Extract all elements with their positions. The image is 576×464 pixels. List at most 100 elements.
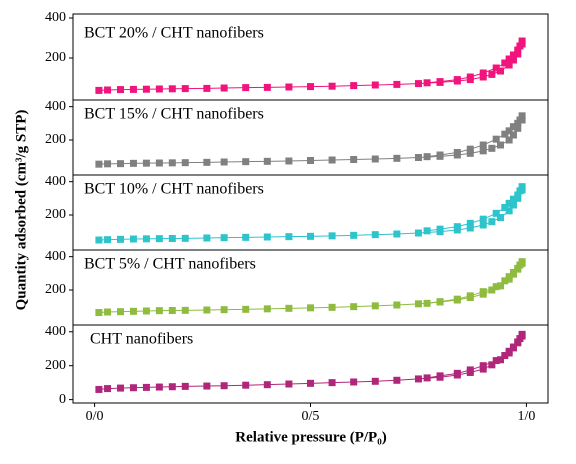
data-point [129, 85, 137, 93]
data-point [501, 277, 509, 285]
data-point [497, 282, 504, 290]
data-point [497, 67, 504, 75]
data-point [371, 302, 379, 310]
data-point [423, 299, 431, 307]
data-point [307, 232, 314, 240]
data-point [488, 144, 496, 152]
data-point [509, 51, 517, 59]
data-point [181, 159, 189, 167]
data-point [142, 159, 150, 167]
data-point [509, 195, 517, 203]
y-tick-label: 200 [45, 358, 66, 373]
data-point [393, 80, 401, 88]
data-point [129, 307, 137, 315]
data-point [350, 156, 358, 163]
data-point [466, 292, 474, 300]
y-tick-label: 0 [59, 392, 66, 407]
data-point [181, 306, 189, 314]
data-point [104, 160, 112, 168]
data-point [328, 303, 336, 311]
data-point [328, 232, 336, 240]
data-point [328, 82, 336, 90]
data-point [518, 112, 526, 120]
data-point [479, 69, 487, 77]
data-point [307, 157, 314, 164]
data-point [129, 384, 137, 392]
y-tick-label: 200 [45, 50, 66, 65]
data-point [501, 130, 509, 138]
data-point [479, 73, 487, 81]
data-point [505, 55, 513, 63]
data-point [285, 157, 293, 165]
data-point [129, 159, 137, 167]
data-point [414, 154, 422, 161]
data-point [220, 306, 228, 314]
data-point [168, 85, 176, 93]
data-point [371, 155, 379, 163]
data-point [514, 339, 522, 347]
data-point [436, 151, 444, 159]
y-tick-label: 400 [45, 174, 66, 189]
y-tick-label: 200 [45, 132, 66, 147]
data-point [518, 183, 526, 191]
data-point [514, 50, 522, 58]
data-point [203, 382, 211, 390]
panel-title: BCT 15% / CHT nanofibers [84, 106, 264, 123]
data-point [414, 375, 422, 383]
panel-title: BCT 5% / CHT nanofibers [84, 256, 256, 273]
data-point [393, 230, 401, 238]
data-point [95, 86, 103, 94]
data-point [181, 85, 189, 93]
data-point [479, 362, 487, 370]
data-point [501, 204, 509, 211]
data-point [423, 153, 431, 161]
data-point [285, 233, 293, 241]
data-point [514, 124, 522, 132]
data-point [497, 214, 504, 221]
data-point [203, 84, 211, 92]
data-point [479, 215, 487, 223]
data-point [497, 356, 504, 364]
data-point [307, 304, 314, 312]
data-point [117, 308, 124, 316]
data-point [142, 307, 150, 315]
data-point [423, 374, 431, 382]
data-point [168, 235, 176, 242]
data-point [505, 347, 513, 355]
data-point [242, 305, 250, 313]
data-point [492, 283, 500, 291]
data-point [466, 366, 474, 374]
data-point [514, 46, 522, 54]
data-point [307, 83, 314, 91]
data-point [155, 159, 163, 167]
data-point [263, 233, 271, 241]
data-point [371, 231, 379, 239]
data-point [479, 288, 487, 296]
data-point [505, 207, 513, 215]
y-tick-label: 400 [45, 249, 66, 264]
data-point [104, 385, 112, 393]
x-axis-title: Relative pressure (P/P₀) [235, 429, 386, 445]
data-point [516, 187, 524, 195]
data-point [307, 379, 314, 387]
data-point [501, 59, 509, 67]
data-point [505, 61, 513, 69]
data-point [514, 191, 522, 199]
data-point [501, 352, 509, 360]
data-point [509, 131, 517, 139]
data-point [168, 383, 176, 391]
data-point [516, 335, 524, 343]
data-point [488, 218, 496, 226]
data-point [509, 343, 517, 351]
data-point [488, 286, 496, 294]
data-point [509, 201, 517, 209]
panel-title: CHT nanofibers [90, 331, 193, 348]
data-point [466, 73, 474, 81]
data-point [423, 227, 431, 235]
data-point [453, 149, 461, 156]
data-point [436, 298, 444, 306]
y-tick-label: 400 [45, 10, 66, 25]
data-point [263, 381, 271, 389]
data-point [488, 70, 496, 78]
